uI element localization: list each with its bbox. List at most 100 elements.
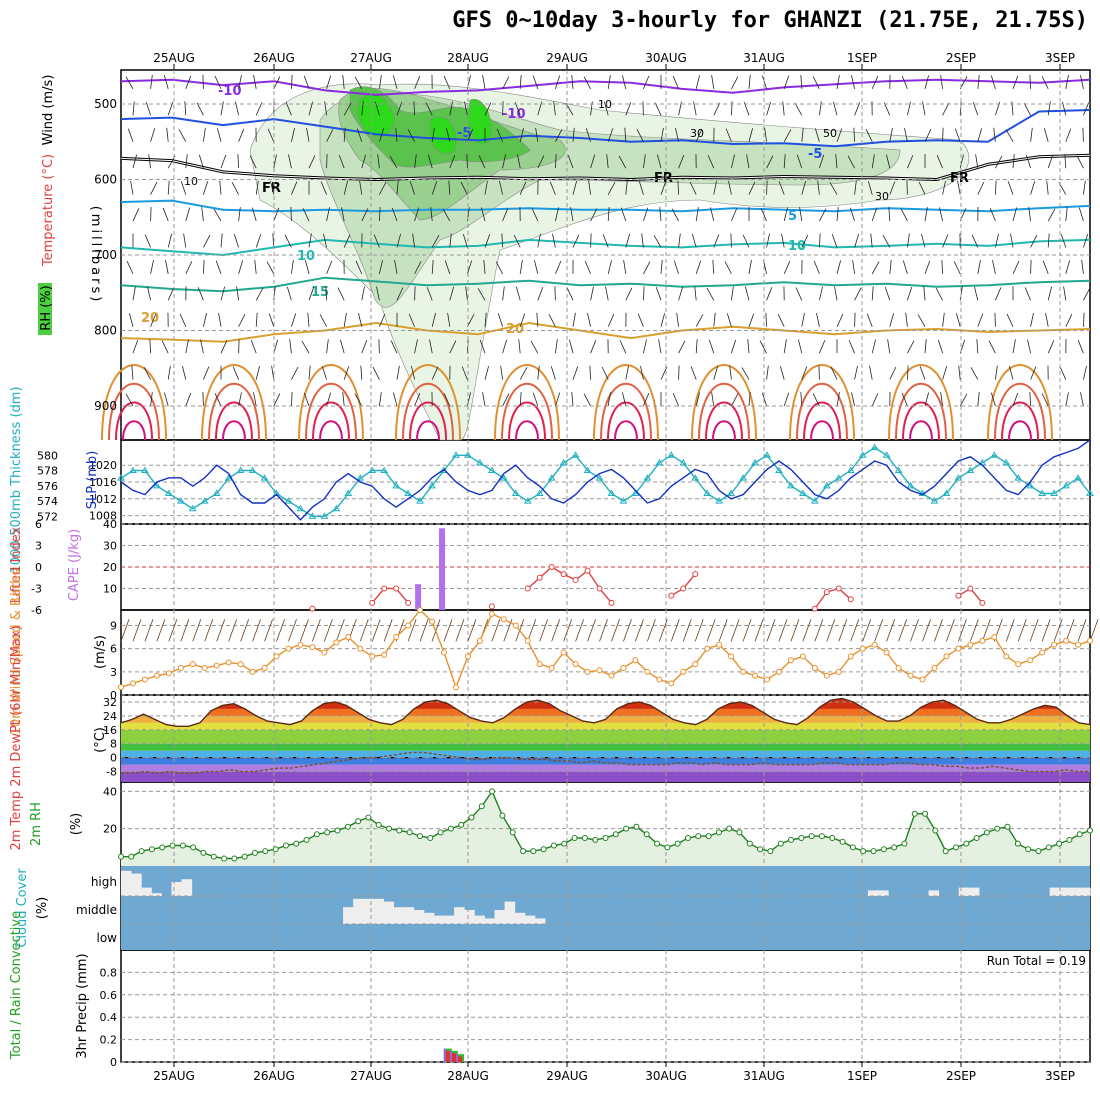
wind-barb (959, 393, 968, 407)
wind-barb (342, 74, 345, 89)
temp-band (121, 764, 1090, 772)
wind-barb (203, 366, 210, 380)
wind-barb (882, 235, 891, 248)
wind10-barb (766, 619, 776, 642)
wind-tick-0: 0 (110, 689, 117, 702)
wind-barb (150, 128, 156, 142)
wind-barb (147, 286, 151, 301)
wind-barb (923, 286, 926, 301)
unit-cloud: (%) (35, 897, 50, 920)
wind10-barb (252, 619, 261, 642)
rh2m-point (633, 823, 640, 830)
wind-barb (495, 261, 503, 275)
wind-barb (132, 339, 139, 354)
wind-barb (150, 313, 157, 327)
rh-contour-label: 30 (690, 127, 704, 140)
temp-tick-8: 8 (110, 738, 117, 751)
wind-barb (779, 366, 785, 380)
run-total-annotation: Run Total = 0.19 (987, 954, 1086, 968)
wind10-point (524, 637, 531, 644)
wind-barb (970, 367, 979, 380)
contour-label: FR (262, 181, 281, 196)
wind-barb (268, 313, 275, 327)
thickness-point (607, 489, 616, 496)
wind10-point (584, 668, 591, 675)
lifted-index-point (524, 585, 531, 592)
wind10-barb (264, 619, 273, 642)
wind-barb (953, 261, 961, 275)
wind-barb (161, 340, 169, 354)
wind-barb (935, 287, 943, 301)
wind10-point (381, 651, 388, 658)
wind-barb (185, 75, 192, 90)
wind10-barb (383, 619, 393, 642)
wind-barb (731, 207, 738, 222)
wind10-barb (563, 619, 573, 642)
wind-barb (1076, 155, 1084, 169)
contour-label: 20 (506, 322, 524, 337)
rh2m-point (396, 827, 403, 834)
wind10-barb (1029, 619, 1039, 642)
rh2m-point (911, 810, 918, 817)
wind-barb (744, 286, 750, 301)
wind-barb (461, 366, 468, 380)
label-precip-type: Total / Rain Convective (9, 911, 24, 1060)
wind10-barb (1077, 619, 1087, 642)
rh2m-point (447, 825, 454, 832)
wind-barb (427, 154, 433, 169)
wind-barb (125, 76, 134, 90)
thickness-point (153, 481, 161, 489)
wind-barb (484, 180, 488, 195)
wind-barb (801, 127, 804, 142)
lifted-index-point (811, 605, 818, 612)
wind-barb (519, 259, 523, 274)
wind-barb (132, 154, 138, 169)
frame-precip (120, 949, 1091, 1063)
wind-barb (201, 207, 204, 222)
dewpt2m-line (121, 751, 1090, 775)
rh2m-point (262, 848, 269, 855)
wind-barb (150, 74, 153, 89)
wind10-point (955, 645, 962, 652)
wind-barb (937, 339, 943, 354)
precip-conv-bar (451, 1053, 456, 1062)
wind-barb (319, 314, 327, 327)
wind-barb (132, 101, 135, 116)
wind-barb (178, 129, 187, 142)
wind-barb (238, 75, 242, 89)
wind-barb (887, 339, 891, 354)
lifted-index-point (668, 592, 675, 599)
wind-barb (583, 76, 591, 90)
wind-barb (643, 392, 650, 407)
wind-barb (219, 180, 222, 195)
wind-barb (326, 260, 333, 275)
rh2m-point (478, 803, 485, 810)
wind-barb (323, 233, 327, 248)
wind-barb (1029, 392, 1031, 407)
wind-barb (854, 233, 860, 248)
temp-band (121, 771, 1090, 782)
wind-barb (766, 101, 772, 116)
wind-barb (759, 340, 767, 354)
wind-barb (955, 313, 961, 327)
date-bottom-29AUG: 29AUG (546, 1069, 588, 1083)
wind-barb (907, 340, 915, 354)
warm-contour (593, 364, 659, 441)
wind10-barb (742, 619, 752, 642)
date-top-26AUG: 26AUG (253, 51, 295, 65)
wind-barb (607, 260, 612, 274)
precip-tick-0.2: 0.2 (100, 1034, 118, 1047)
wind10-barb (371, 619, 381, 642)
wind-barb (765, 312, 767, 327)
wind-barb (197, 287, 204, 301)
wind-barb (183, 233, 187, 248)
wind-barb (977, 128, 983, 142)
wind-barb (238, 314, 246, 327)
wind-barb (285, 102, 292, 116)
thickness-point (380, 466, 389, 474)
wind-barb (643, 154, 646, 169)
isotherm--5 (120, 109, 1091, 148)
wind-barb (232, 366, 239, 380)
wind-barb (132, 286, 136, 301)
